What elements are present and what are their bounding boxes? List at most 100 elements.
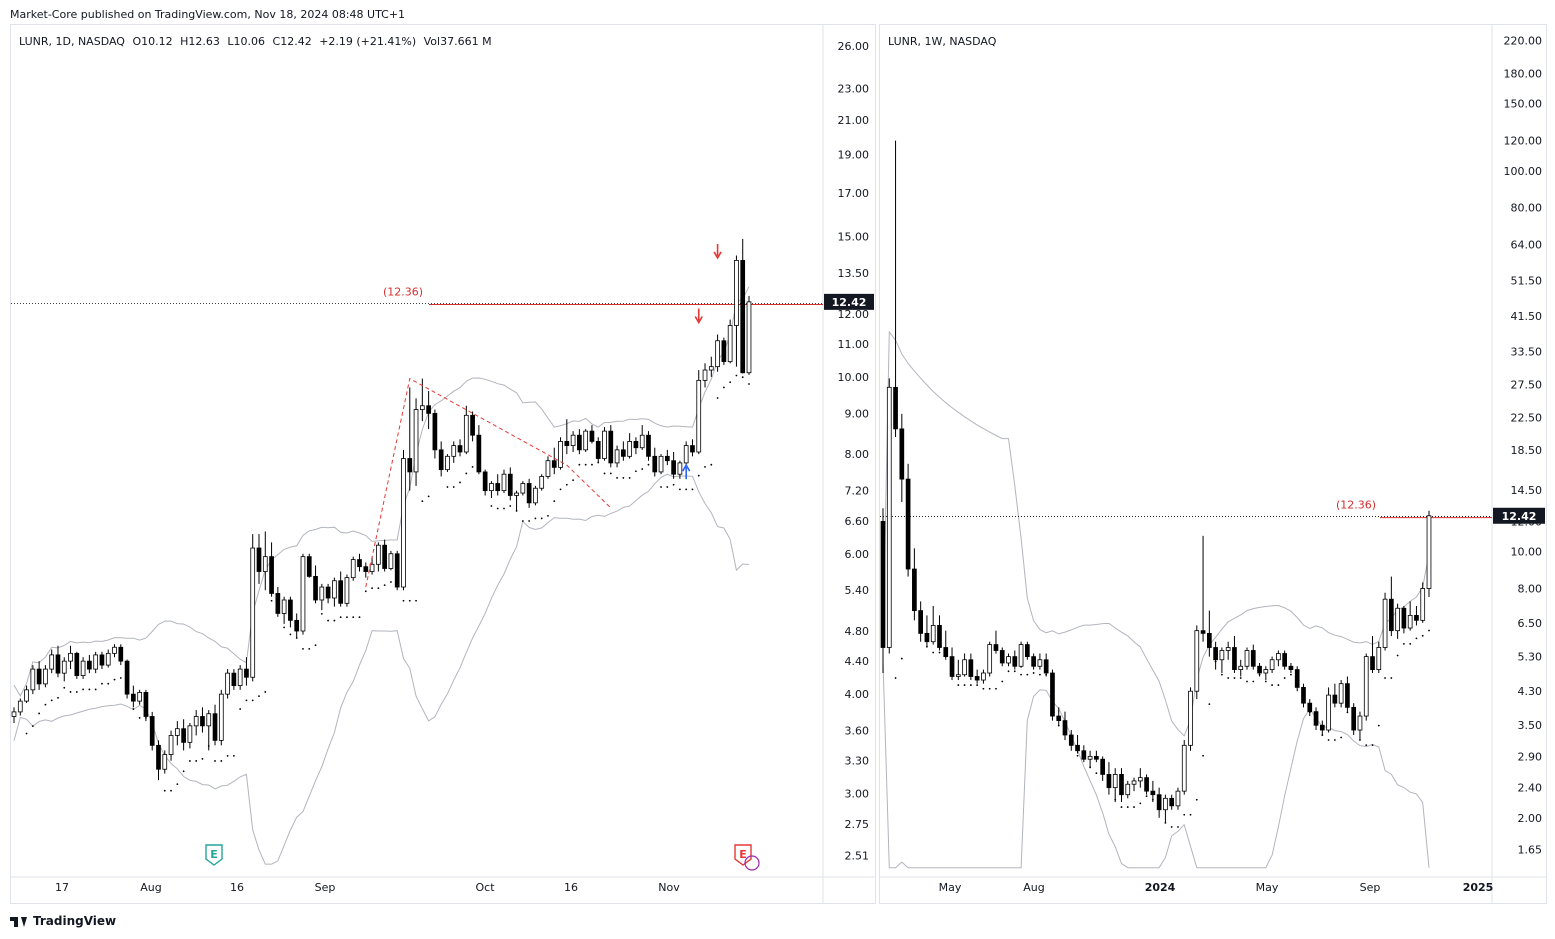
sell-signal-down-arrow-icon xyxy=(694,308,703,325)
candle xyxy=(715,334,720,372)
last-price-tag-label: 12.42 xyxy=(832,296,867,309)
candle xyxy=(1119,768,1124,803)
trailing-stop-dot xyxy=(44,703,47,706)
price-tick-label: 11.00 xyxy=(838,338,870,351)
candle xyxy=(937,615,942,651)
candle xyxy=(156,740,161,781)
candle xyxy=(595,437,601,463)
candle-body xyxy=(1081,750,1087,760)
candle-body xyxy=(457,445,463,453)
candle-body xyxy=(1125,783,1131,796)
candle-body xyxy=(981,672,986,681)
candle-body xyxy=(507,473,513,496)
candle-body xyxy=(520,483,526,494)
trailing-stop-dot xyxy=(1365,744,1368,747)
trailing-stop-dot xyxy=(1126,806,1129,808)
trailing-stop-dot xyxy=(1177,826,1179,828)
candle xyxy=(445,454,450,472)
candle-body xyxy=(168,735,174,755)
trailing-stop-dot xyxy=(239,708,242,710)
price-tick-label: 100.00 xyxy=(1504,165,1543,178)
candle xyxy=(1081,745,1087,763)
candle xyxy=(61,657,67,682)
candle xyxy=(993,630,999,654)
trailing-stop-dot xyxy=(591,463,593,466)
trailing-stop-dot xyxy=(988,687,991,690)
trailing-stop-dot xyxy=(1384,677,1386,679)
candle-body xyxy=(1050,672,1055,717)
candle-body xyxy=(1407,614,1413,629)
candle-body xyxy=(1181,744,1187,792)
price-tick-label: 51.50 xyxy=(1511,275,1543,288)
trailing-stop-dot xyxy=(1264,680,1267,683)
trailing-stop-dot xyxy=(1195,798,1198,801)
candle xyxy=(1112,768,1118,803)
tradingview-footer[interactable]: TradingView xyxy=(10,914,116,928)
trailing-stop-dot xyxy=(459,481,461,484)
candle-body xyxy=(937,625,942,648)
price-tick-label: 8.00 xyxy=(1518,583,1543,596)
trailing-stop-dot xyxy=(900,657,903,660)
candle-body xyxy=(1068,734,1074,746)
weekly-chart-pane[interactable]: 220.00 180.00 150.00 120.00 100.00 80.00 64.00… xyxy=(879,24,1547,904)
candle xyxy=(1018,641,1024,668)
trailing-stop-dot xyxy=(741,376,744,379)
candle xyxy=(1388,576,1394,637)
candle-body xyxy=(206,713,212,727)
candle-body xyxy=(74,652,80,677)
candle xyxy=(702,363,708,388)
candle-body xyxy=(306,556,312,577)
candle-body xyxy=(382,544,387,569)
candle-body xyxy=(275,593,281,614)
price-tick-label: 10.00 xyxy=(1511,546,1543,559)
candle xyxy=(1144,774,1149,795)
candle-body xyxy=(968,659,974,677)
candle-body xyxy=(1244,650,1250,667)
trailing-stop-dot xyxy=(390,581,392,583)
price-tick-label: 8.00 xyxy=(845,448,870,461)
candle-body xyxy=(905,478,911,570)
candle-body xyxy=(664,455,670,462)
candle xyxy=(677,460,683,479)
candle xyxy=(17,698,23,716)
candle xyxy=(1338,680,1344,708)
buy-signal-up-arrow-icon xyxy=(681,463,691,480)
candle-body xyxy=(1263,669,1269,674)
candle-body xyxy=(1307,702,1313,713)
candle xyxy=(905,463,911,577)
price-tick-label: 120.00 xyxy=(1504,135,1543,148)
price-tick-label: 6.00 xyxy=(845,548,870,561)
candle-body xyxy=(1351,706,1357,731)
trailing-stop-dot xyxy=(264,691,267,693)
weekly-candlestick-chart[interactable]: 220.00 180.00 150.00 120.00 100.00 80.00 64.00… xyxy=(880,25,1546,903)
candle-body xyxy=(131,693,136,702)
daily-candlestick-chart[interactable]: 26.00 23.00 21.00 19.00 17.00 15.00 13.50 12.00… xyxy=(11,25,875,903)
trailing-stop-dot xyxy=(685,488,688,491)
candle xyxy=(394,550,400,591)
candle-body xyxy=(1345,683,1350,708)
time-tick-label: May xyxy=(1256,881,1279,894)
candle-body xyxy=(621,449,626,457)
candle-body xyxy=(924,632,930,643)
trailing-stop-dot xyxy=(339,616,342,619)
candle-body xyxy=(545,460,551,477)
trailing-stop-dot xyxy=(1239,677,1242,679)
trailing-stop-dot xyxy=(364,590,367,593)
candle-body xyxy=(1420,588,1426,621)
trailing-stop-dot xyxy=(1396,654,1399,657)
candle xyxy=(105,649,111,668)
candle xyxy=(880,508,886,674)
trailing-stop-dot xyxy=(622,477,625,479)
candle xyxy=(275,587,281,617)
candle-body xyxy=(880,521,886,648)
trailing-stop-dot xyxy=(609,472,612,475)
candle xyxy=(225,669,230,699)
candle xyxy=(1125,780,1131,799)
daily-chart-pane[interactable]: 26.00 23.00 21.00 19.00 17.00 15.00 13.50 12.00… xyxy=(10,24,876,904)
candle xyxy=(438,441,444,477)
candle xyxy=(457,439,463,457)
trailing-stop-dot xyxy=(377,587,380,590)
trailing-stop-dot xyxy=(258,695,260,698)
candle-body xyxy=(658,455,664,473)
trailing-stop-dot xyxy=(308,647,311,650)
